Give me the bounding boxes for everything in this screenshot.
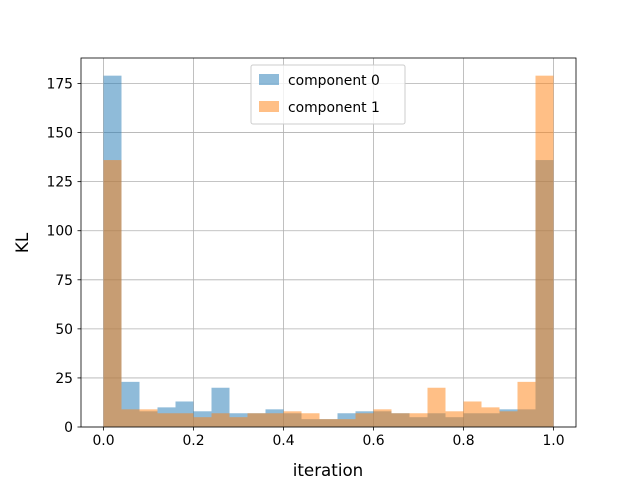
legend: component 0 component 1 [250,64,406,125]
series-1-bar-23 [517,381,536,427]
series-1-bar-20 [463,401,482,427]
series-1-bar-5 [193,417,212,427]
x-tick-label-1: 0.2 [182,433,204,449]
series-1-bar-0 [103,160,122,427]
series-1-bar-12 [319,419,338,427]
series-1-bar-11 [301,413,320,427]
x-axis-label: iteration [293,460,364,480]
series-1-bar-13 [337,419,356,427]
x-tick-label-4: 0.8 [452,433,474,449]
series-1-bar-22 [499,411,518,427]
y-axis: 0 25 50 75 100 125 150 175 [46,77,81,436]
series-1-bar-16 [391,413,410,427]
x-axis: 0.0 0.2 0.4 0.6 0.8 1.0 [92,427,565,449]
series-1-bar-15 [373,409,392,427]
series-1-bar-6 [211,413,230,427]
plot-frame [80,57,577,428]
y-tick-label-5: 125 [46,175,73,191]
y-axis-label: KL [12,232,32,253]
histogram-bars [103,75,554,428]
series-1-bar-19 [445,411,464,427]
x-tick-label-0: 0.0 [92,433,114,449]
series-1-bar-2 [139,409,158,427]
series-1-bar-8 [247,413,266,427]
series-1-bar-24 [535,75,554,428]
legend-label-0: component 0 [288,73,380,89]
y-tick-label-0: 0 [64,420,73,436]
series-1-bar-17 [409,413,428,427]
legend-label-1: component 1 [288,100,380,116]
series-1-bar-7 [229,417,248,427]
x-tick-label-3: 0.6 [362,433,384,449]
legend-swatch-1 [259,101,279,112]
series-1-bar-9 [265,413,284,427]
series-1-bars [103,75,554,428]
series-1-bar-3 [157,413,176,427]
legend-box [250,64,406,125]
y-tick-label-1: 25 [55,371,73,387]
series-1-bar-21 [481,407,500,427]
legend-swatch-0 [259,74,279,85]
series-1-bar-18 [427,387,446,427]
series-1-bar-14 [355,413,374,427]
series-1-bar-1 [121,409,140,427]
x-tick-label-2: 0.4 [272,433,294,449]
y-tick-label-6: 150 [46,126,73,142]
y-tick-label-3: 75 [55,273,73,289]
series-1-bar-10 [283,411,302,427]
x-tick-label-5: 1.0 [542,433,564,449]
y-tick-label-4: 100 [46,224,73,240]
series-1-bar-4 [175,413,194,427]
y-tick-label-2: 50 [55,322,73,338]
y-tick-label-7: 175 [46,77,73,93]
